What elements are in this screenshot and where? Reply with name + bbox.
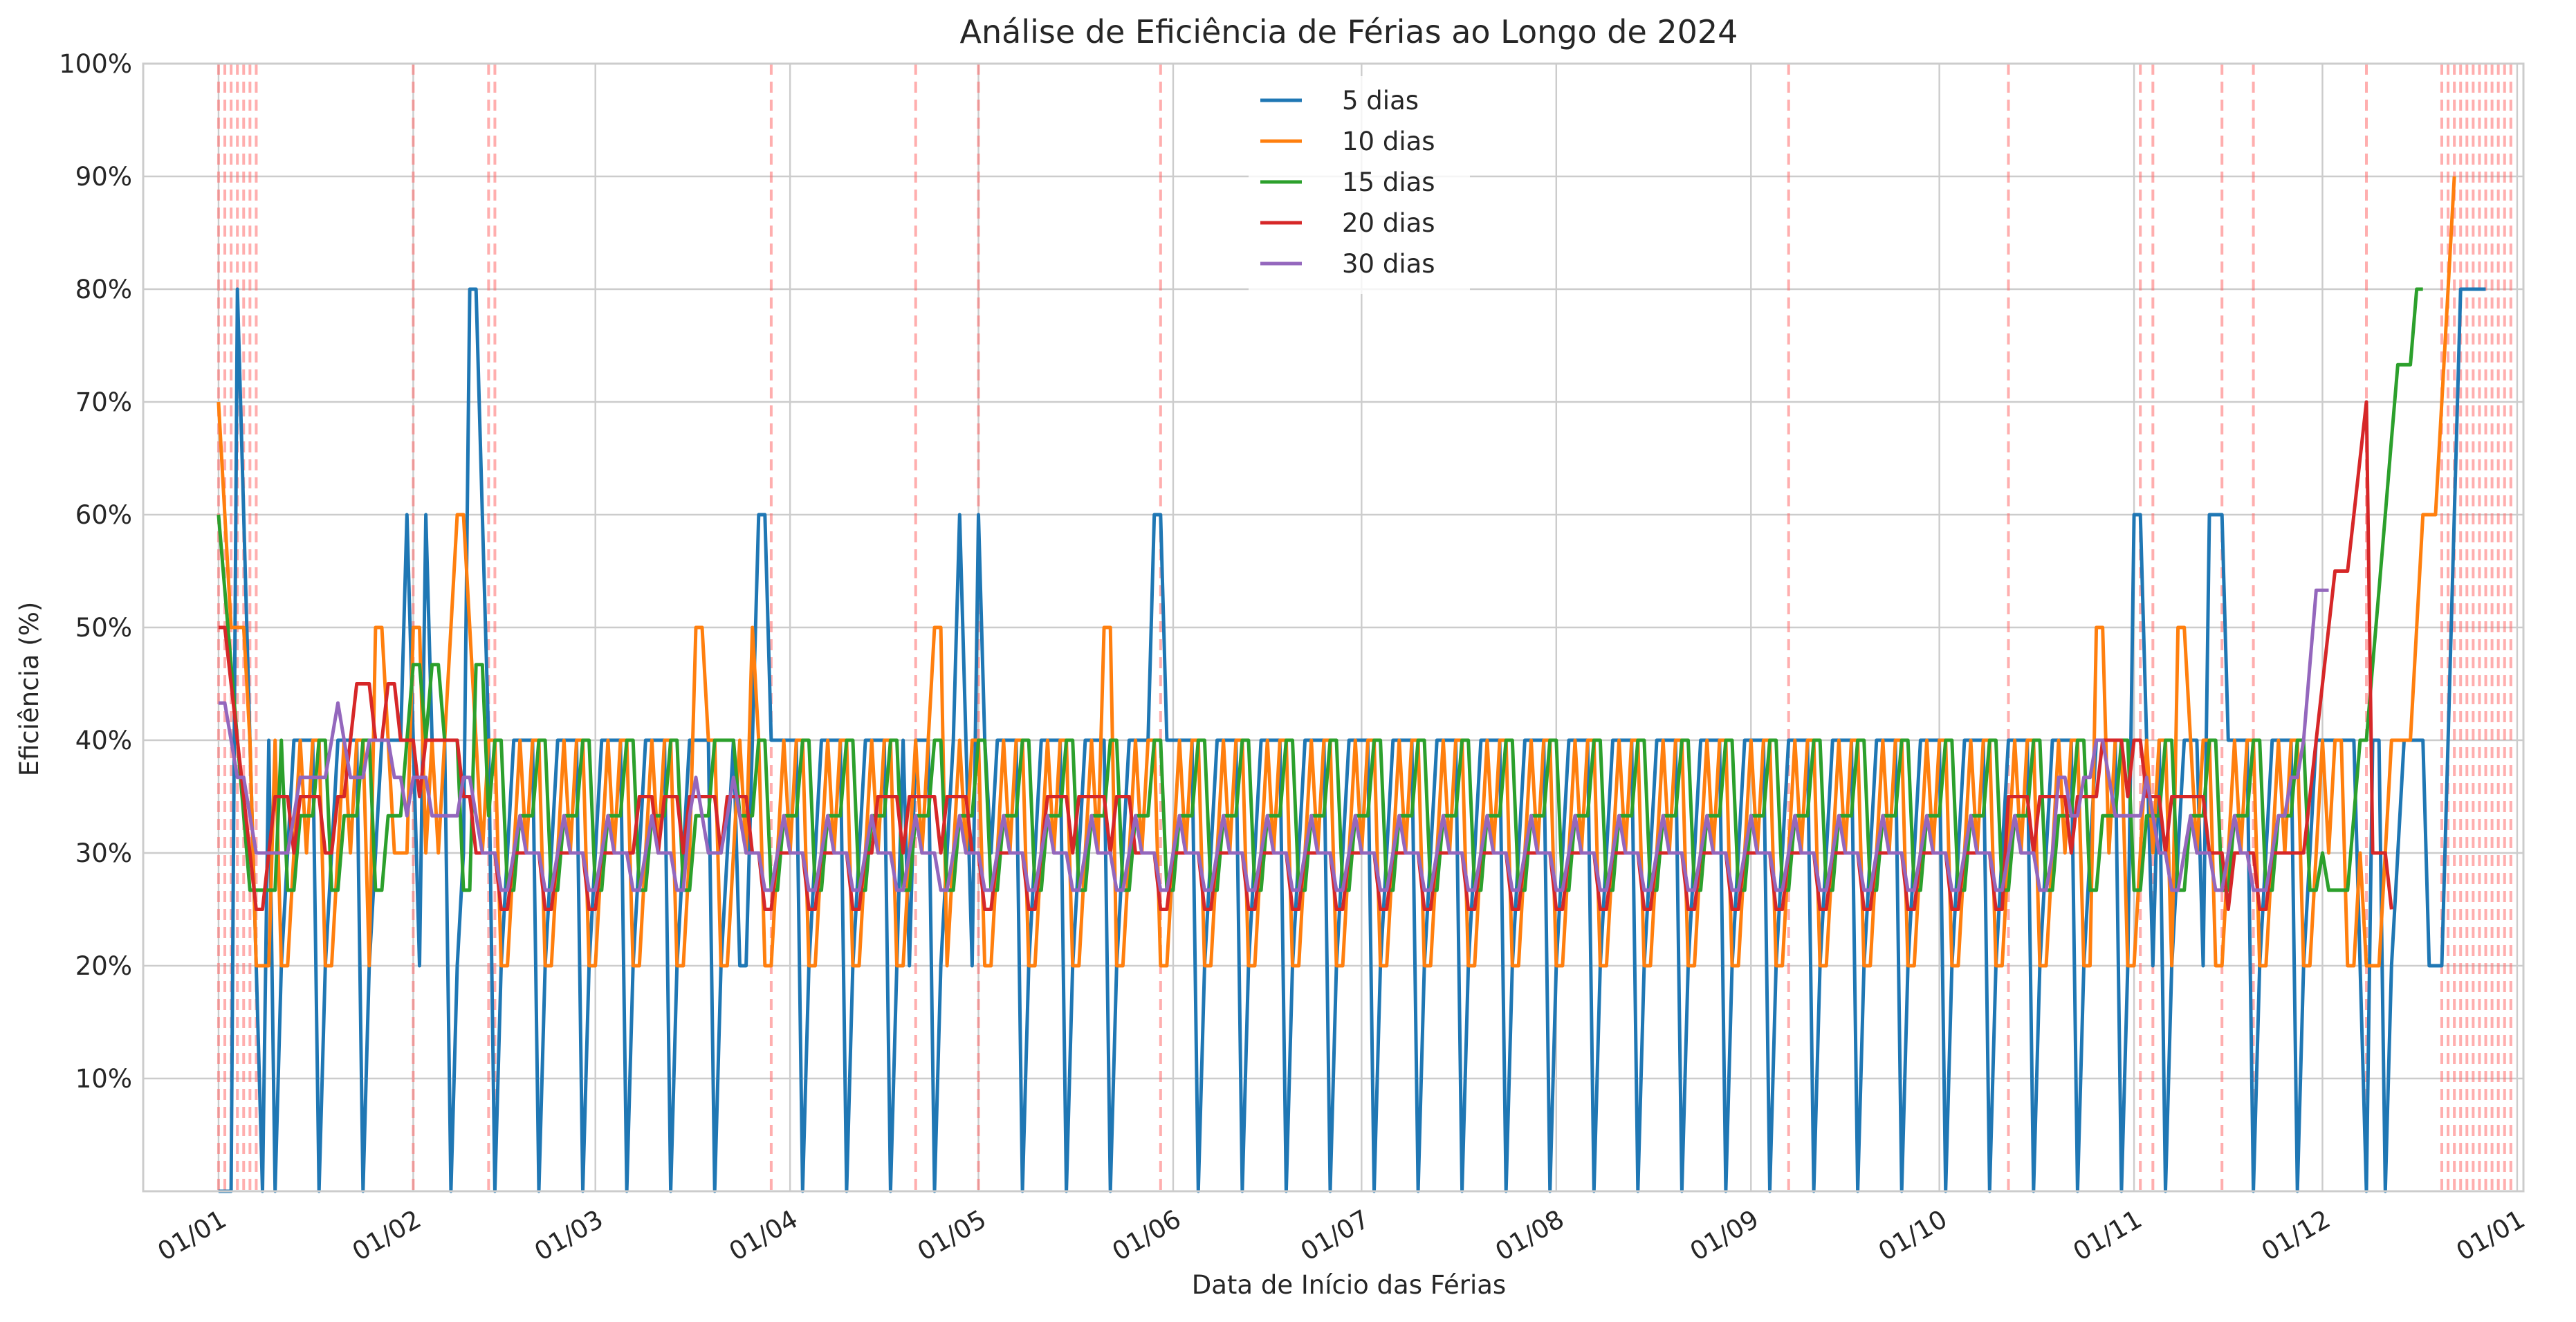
legend: 5 dias 10 dias 15 dias 20 dias 30 dias bbox=[1249, 76, 1470, 294]
legend-entry: 5 dias bbox=[1342, 86, 1419, 116]
y-tick-label: 80% bbox=[75, 275, 132, 304]
chart-title: Análise de Eficiência de Férias ao Longo… bbox=[960, 13, 1738, 51]
y-tick-label: 40% bbox=[75, 726, 132, 755]
legend-entry: 20 dias bbox=[1342, 208, 1435, 238]
y-tick-label: 100% bbox=[59, 49, 132, 79]
y-axis-label: Eficiência (%) bbox=[15, 602, 44, 777]
y-tick-label: 20% bbox=[75, 951, 132, 981]
y-axis-ticks: 10% 20% 30% 40% 50% 60% 70% 80% 90% 100% bbox=[59, 49, 132, 1094]
y-tick-label: 70% bbox=[75, 387, 132, 417]
series-lines bbox=[217, 176, 2486, 1193]
series-line bbox=[217, 176, 2456, 968]
plot-frame bbox=[142, 62, 2525, 1193]
y-tick-label: 10% bbox=[75, 1064, 132, 1094]
y-tick-label: 60% bbox=[75, 500, 132, 530]
y-tick-label: 50% bbox=[75, 613, 132, 643]
series-line bbox=[217, 287, 2423, 892]
series-line bbox=[218, 588, 2329, 892]
y-tick-label: 30% bbox=[75, 838, 132, 868]
x-axis-label: Data de Início das Férias bbox=[1192, 1270, 1506, 1300]
y-tick-label: 90% bbox=[75, 162, 132, 192]
legend-entry: 10 dias bbox=[1342, 127, 1435, 156]
legend-entry: 15 dias bbox=[1342, 167, 1435, 197]
legend-entry: 30 dias bbox=[1342, 249, 1435, 279]
